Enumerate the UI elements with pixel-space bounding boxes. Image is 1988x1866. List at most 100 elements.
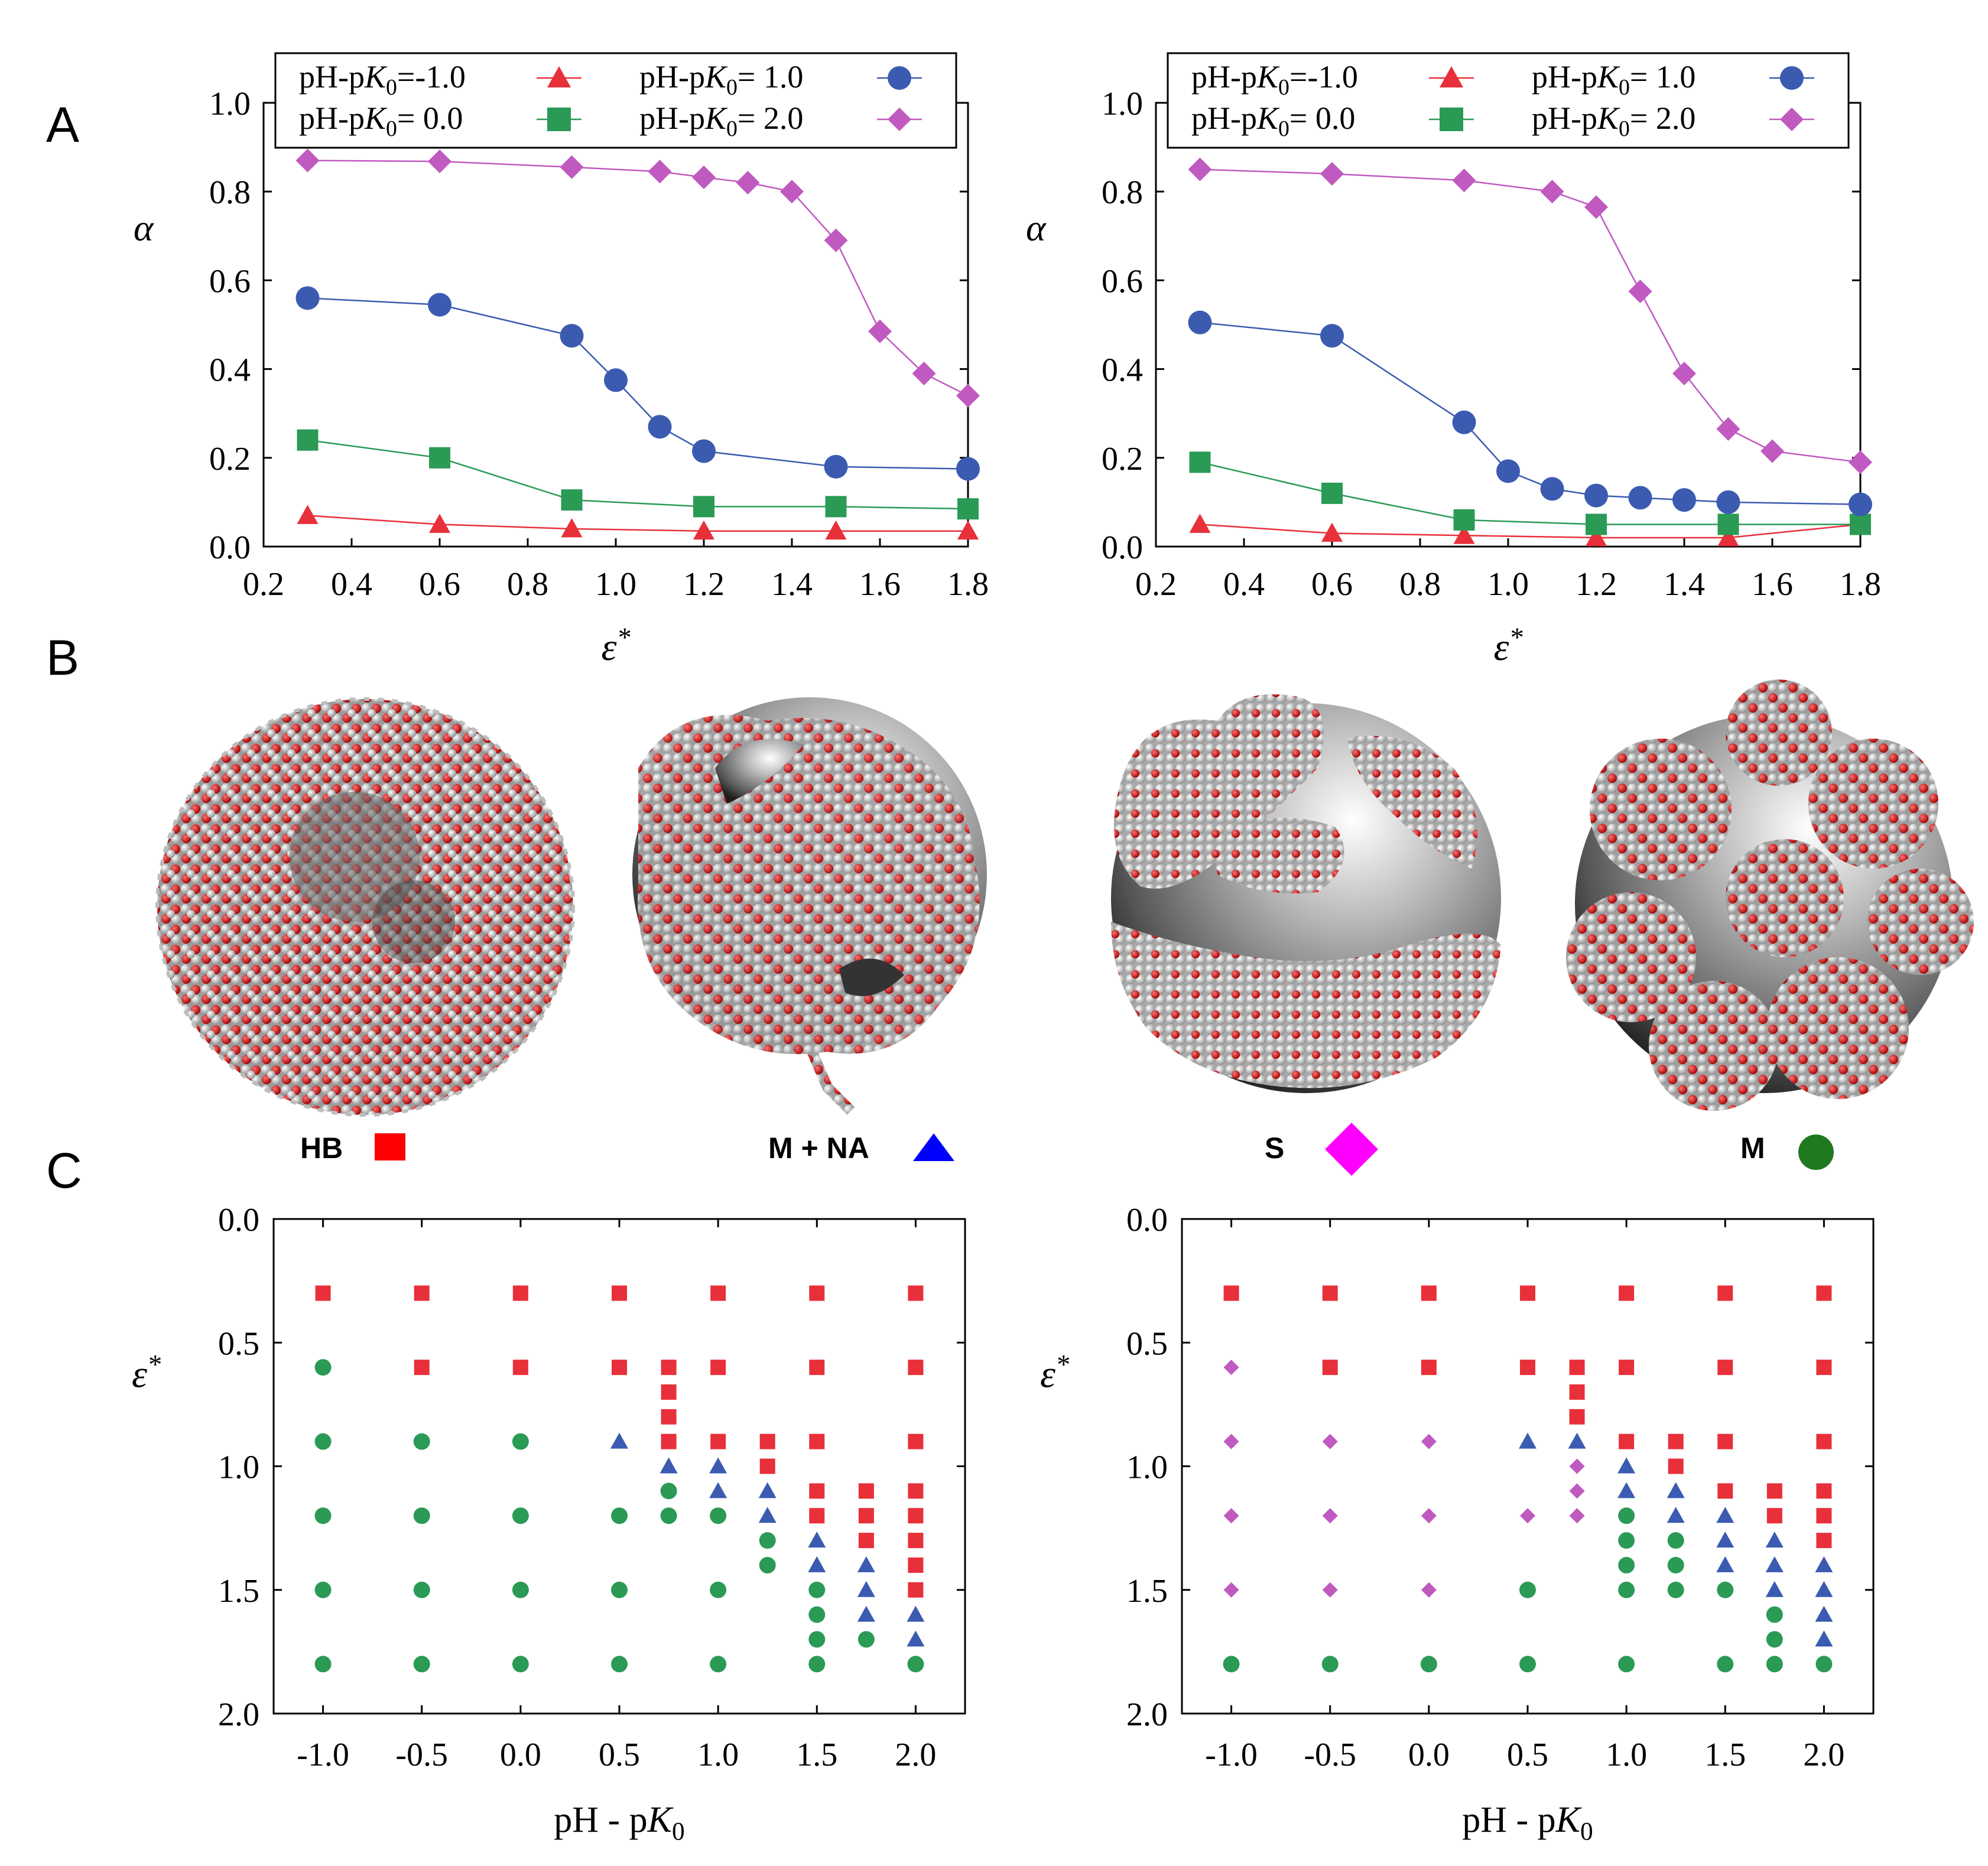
legend-s-diamond <box>1325 1123 1378 1176</box>
phase-diagram-left: -1.0 -0.5 0.0 0.5 1.0 1.5 2.0 0.0 0.5 1.0 1.5 2.0 ε*… <box>132 1202 966 1846</box>
x-tick-label: -1.0 <box>297 1737 349 1773</box>
legend-m-na: M + NA <box>768 1132 954 1165</box>
phase-point-m <box>1618 1532 1635 1549</box>
data-point <box>1717 526 1739 547</box>
phase-point-m <box>660 1483 677 1500</box>
data-point <box>1584 195 1608 219</box>
phase-point-mna <box>758 1482 777 1498</box>
phase-point-hb <box>908 1483 924 1499</box>
phase-point-hb <box>809 1360 825 1376</box>
x-tick-label: 0.4 <box>331 566 372 603</box>
phase-point-hb <box>809 1285 825 1301</box>
phase-point-m <box>1618 1556 1635 1574</box>
phase-point-hb <box>1766 1483 1782 1499</box>
phase-point-mna <box>758 1507 777 1523</box>
data-point <box>1850 513 1871 535</box>
phase-point-s <box>1223 1582 1239 1598</box>
phase-point-hb <box>1668 1433 1684 1449</box>
phase-point-s <box>1322 1508 1338 1524</box>
y-tick-label: 0.0 <box>209 529 251 566</box>
legend-m-na-label: M + NA <box>768 1132 869 1165</box>
x-tick-label: 2.0 <box>895 1737 936 1773</box>
phase-point-hb <box>414 1285 430 1301</box>
data-point <box>295 286 320 310</box>
data-point <box>1189 451 1211 473</box>
phase-point-hb <box>1816 1533 1832 1549</box>
y-tick-label: 0.6 <box>1102 263 1143 300</box>
series-line <box>307 160 969 396</box>
phase-point-m <box>314 1581 332 1598</box>
data-point <box>1717 513 1739 535</box>
data-point <box>736 171 760 195</box>
phase-point-m <box>512 1507 529 1524</box>
phase-point-hb <box>661 1433 677 1449</box>
phase-point-hb <box>661 1384 677 1400</box>
phase-point-hb <box>710 1285 726 1301</box>
data-point <box>1672 362 1696 386</box>
data-point <box>780 180 804 204</box>
data-point <box>560 324 584 348</box>
phase-point-mna <box>857 1581 875 1597</box>
snapshot-hb <box>155 697 575 1117</box>
data-point <box>1849 450 1872 474</box>
data-point <box>428 292 451 317</box>
phase-point-m <box>512 1581 529 1598</box>
legend-entry-marker <box>1780 108 1804 131</box>
panel-letter-a: A <box>46 97 79 152</box>
data-point <box>1540 477 1564 501</box>
legend-box <box>274 52 957 149</box>
panel-letter-c: C <box>46 1143 82 1198</box>
phase-point-m <box>660 1507 677 1524</box>
phase-point-s <box>1421 1508 1437 1524</box>
phase-point-mna <box>1716 1507 1734 1523</box>
phase-point-hb <box>908 1285 924 1301</box>
y-tick-label: 1.0 <box>1102 86 1143 122</box>
phase-point-m <box>1519 1656 1536 1673</box>
panel-letter-b: B <box>46 630 79 685</box>
x-tick-label: 1.6 <box>1752 566 1793 603</box>
data-point <box>824 454 848 479</box>
x-tick-label: -0.5 <box>1304 1737 1356 1773</box>
y-axis-label: ε* <box>1040 1349 1070 1396</box>
phase-point-s <box>1322 1433 1338 1449</box>
phase-point-m <box>857 1631 875 1648</box>
data-point <box>1628 279 1652 304</box>
data-point <box>1584 483 1608 508</box>
phase-point-mna <box>1667 1507 1685 1523</box>
alpha-chart-right: 0.2 0.4 0.6 0.8 1.0 1.2 1.4 1.6 1.80.00.20.40.60… <box>1026 52 1881 669</box>
data-point <box>1672 488 1696 512</box>
data-point <box>1188 310 1212 334</box>
phase-point-m <box>413 1433 430 1450</box>
x-axis-label: pH - pK0 <box>1462 1800 1593 1846</box>
legend-entry-marker <box>547 66 571 87</box>
y-tick-label: 0.0 <box>1102 529 1143 566</box>
phase-point-hb <box>1816 1360 1832 1376</box>
snapshot-m <box>1566 680 1974 1111</box>
phase-point-mna <box>1519 1432 1537 1449</box>
phase-point-m <box>413 1507 430 1524</box>
data-point <box>825 520 847 540</box>
phase-point-hb <box>908 1360 924 1376</box>
phase-point-hb <box>1619 1285 1635 1301</box>
data-point <box>956 383 980 408</box>
phase-point-hb <box>1322 1360 1338 1376</box>
x-tick-label: 1.2 <box>1576 566 1617 603</box>
data-point <box>295 148 320 173</box>
phase-point-m <box>1519 1581 1536 1598</box>
phase-point-s <box>1520 1508 1535 1524</box>
data-point <box>1716 490 1740 514</box>
x-tick-label: 0.0 <box>1408 1737 1450 1773</box>
x-tick-label: -1.0 <box>1205 1737 1258 1773</box>
data-point <box>648 415 672 439</box>
x-tick-label: 1.0 <box>697 1737 739 1773</box>
legend-box <box>1167 52 1850 149</box>
legend-m-na-triangle <box>913 1133 954 1161</box>
phase-point-m <box>808 1606 826 1623</box>
phase-point-m <box>611 1581 628 1598</box>
data-point <box>1189 513 1211 533</box>
phase-point-hb <box>1816 1285 1832 1301</box>
phase-point-m <box>808 1581 826 1598</box>
phase-point-hb <box>858 1483 874 1499</box>
data-point <box>1321 522 1343 542</box>
phase-point-hb <box>858 1533 874 1549</box>
